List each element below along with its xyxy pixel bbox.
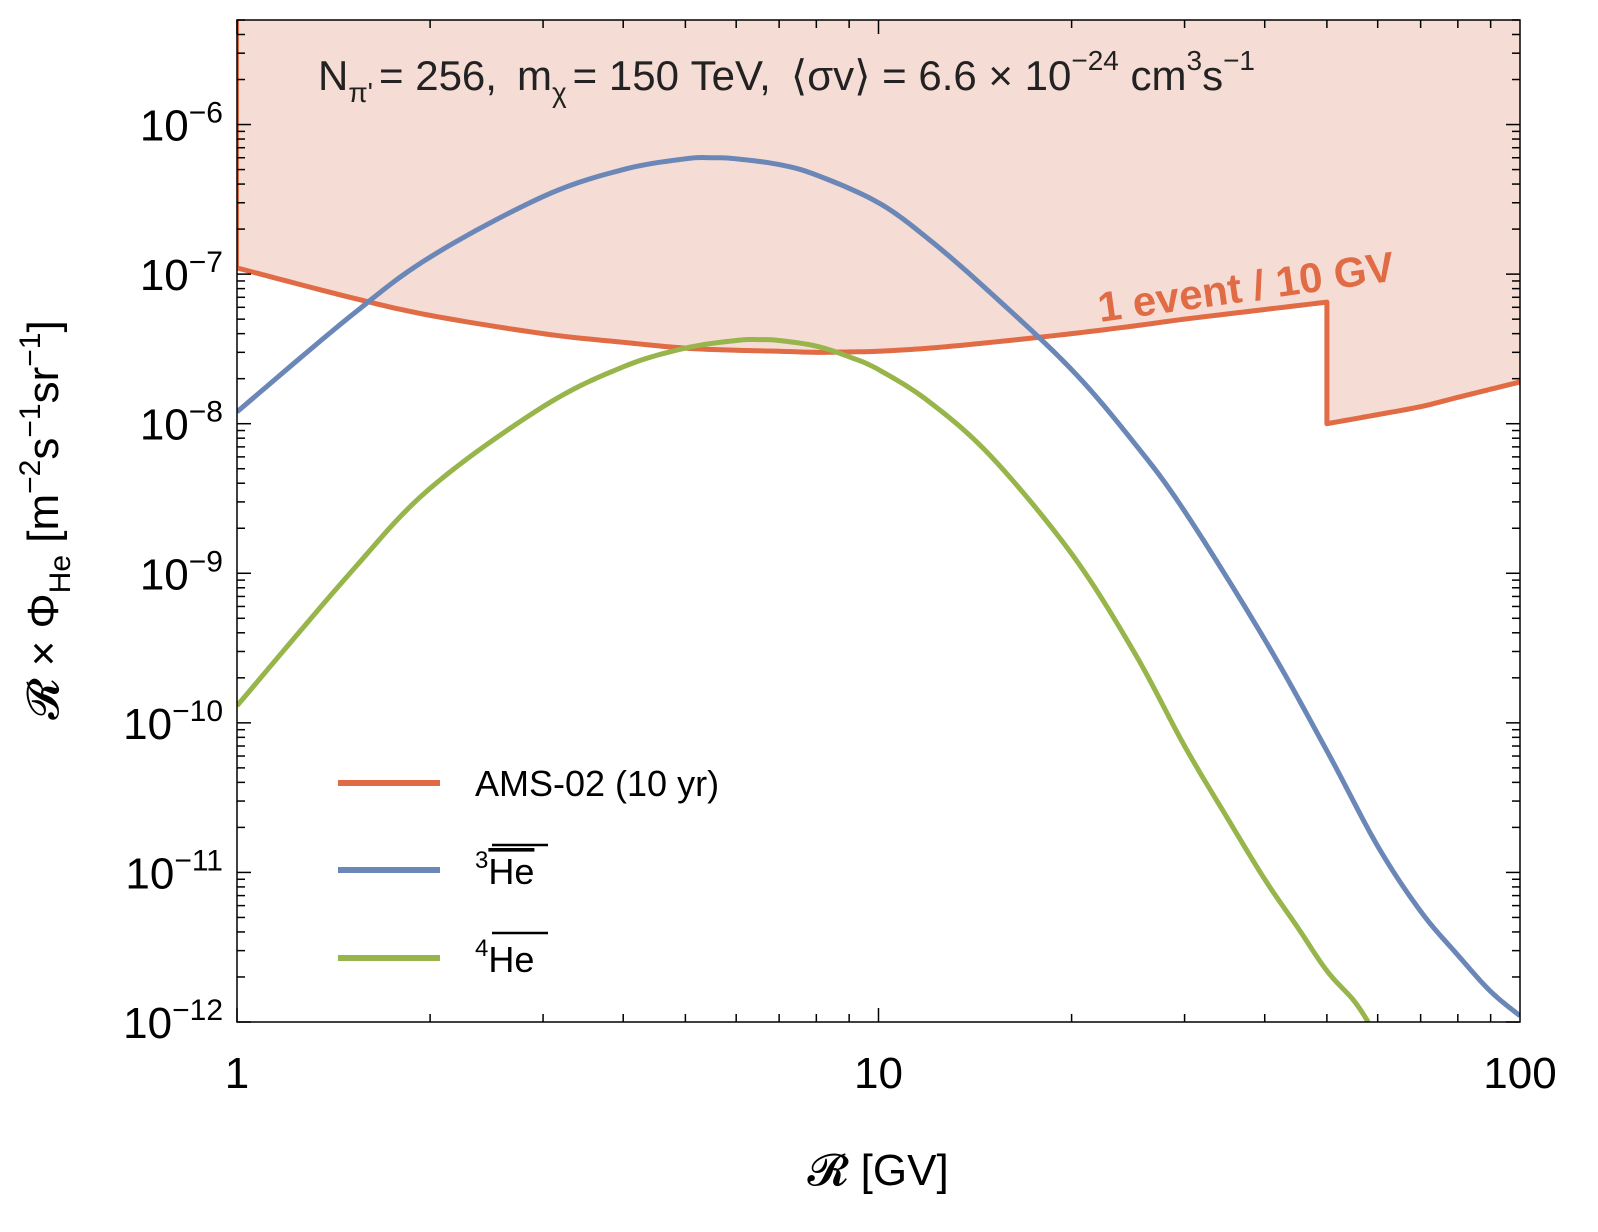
y-axis-label: 𝓡 × ΦHe [m−2s−1sr−1] <box>14 320 77 719</box>
y-label-main: 𝓡 × Φ <box>19 593 68 719</box>
y-tick-label: 10−12 <box>123 994 223 1048</box>
y-label-sub: He <box>44 555 77 593</box>
y-label-exp3: −1 <box>14 333 47 367</box>
sigma-exp: −24 <box>1071 45 1119 76</box>
y-tick-label: 10−8 <box>140 396 223 450</box>
legend-item-he3: 3He <box>338 843 548 892</box>
y-label-unit-d: ] <box>19 320 68 332</box>
y-label-unit-a: [m <box>19 494 68 555</box>
ticks-layer <box>236 19 1520 1023</box>
sigma-unit-a: cm <box>1119 52 1187 99</box>
legend-he3-name: He <box>488 851 534 892</box>
y-tick-label: 10−7 <box>140 246 223 300</box>
fill-layer <box>237 20 1520 424</box>
sigma-unit-exp: 3 <box>1187 45 1203 76</box>
he4-curve <box>237 337 1371 1022</box>
ams-excluded-region <box>237 20 1520 424</box>
legend-item-ams: AMS-02 (10 yr) <box>338 763 719 804</box>
legend-item-he4: 4He <box>338 931 548 980</box>
legend-he3-sup: 3 <box>475 847 488 874</box>
legend-label-ams: AMS-02 (10 yr) <box>475 763 719 804</box>
x-tick-labels: 1 10 100 <box>225 1049 1557 1098</box>
legend-label-he3: 3He <box>475 847 534 892</box>
m-sub: χ <box>552 77 567 108</box>
n-label: N <box>318 52 348 99</box>
sigma-label: ⟨σv⟩ = 6.6 × 10 <box>791 52 1072 99</box>
y-tick-label: 10−11 <box>125 844 223 898</box>
param-annotation: Nπ' = 256, mχ = 150 TeV, ⟨σv⟩ = 6.6 × 10−24 … <box>318 45 1255 108</box>
x-tick-label: 10 <box>854 1049 903 1098</box>
x-tick-label: 1 <box>225 1049 249 1098</box>
y-tick-label: 10−9 <box>140 545 223 599</box>
y-label-unit-c: sr <box>19 367 68 404</box>
y-label-unit-b: s <box>19 438 68 460</box>
legend-label-he4: 4He <box>475 935 534 980</box>
y-tick-labels: 10−6 10−7 10−8 10−9 10−10 10−11 10−12 <box>123 97 223 1048</box>
n-value: = 256, <box>379 52 497 99</box>
m-label: m <box>517 52 552 99</box>
y-label-exp1: −2 <box>14 460 47 494</box>
sigma-unit-b: s <box>1202 52 1223 99</box>
legend: AMS-02 (10 yr) 3He 4He <box>338 763 719 980</box>
legend-he4-name: He <box>488 939 534 980</box>
y-tick-label: 10−6 <box>140 97 223 151</box>
y-label-exp2: −1 <box>14 403 47 437</box>
ams-02-curve <box>237 265 1520 427</box>
x-axis-label: 𝓡 [GV] <box>807 1146 948 1195</box>
y-tick-label: 10−10 <box>123 695 223 749</box>
n-sub: π' <box>348 77 373 108</box>
legend-he4-sup: 4 <box>475 935 488 962</box>
series-layer <box>237 20 1520 1022</box>
sigma-unit-exp2: −1 <box>1223 45 1255 76</box>
he3-curve <box>237 155 1520 1018</box>
m-value: = 150 TeV, <box>573 52 771 99</box>
x-tick-label: 100 <box>1483 1049 1556 1098</box>
